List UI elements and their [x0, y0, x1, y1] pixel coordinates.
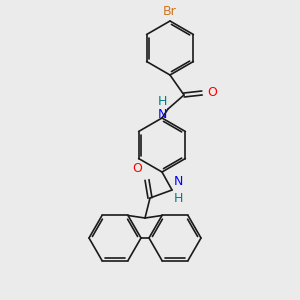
Text: O: O — [132, 162, 142, 175]
Text: H: H — [174, 192, 183, 205]
Text: N: N — [158, 108, 167, 121]
Text: N: N — [174, 175, 183, 188]
Text: H: H — [158, 95, 167, 108]
Text: O: O — [207, 86, 217, 100]
Text: Br: Br — [163, 5, 177, 18]
